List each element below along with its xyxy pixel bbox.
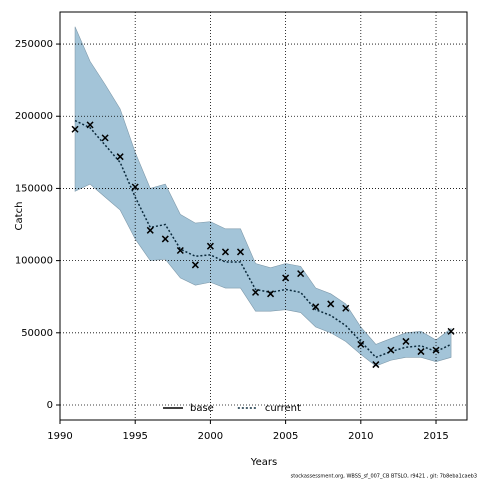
x-tick-label: 2015 bbox=[423, 431, 448, 442]
observation-marker bbox=[176, 246, 184, 255]
observation-marker bbox=[372, 361, 380, 369]
observation-marker bbox=[357, 340, 365, 348]
y-axis-label: Catch bbox=[14, 202, 25, 231]
y-tick-label: 50000 bbox=[21, 328, 53, 339]
observation-marker bbox=[146, 226, 154, 234]
y-tick-label: 250000 bbox=[15, 39, 53, 50]
observation-marker bbox=[447, 327, 455, 335]
x-tick-label: 2010 bbox=[348, 431, 373, 442]
observation-marker bbox=[191, 261, 199, 269]
x-tick-label: 1995 bbox=[122, 431, 147, 442]
x-tick-label: 2000 bbox=[198, 431, 223, 442]
footnote: stockassessment.org, WBSS_sf_007_CB BTSL… bbox=[291, 474, 477, 480]
observation-marker bbox=[236, 248, 245, 256]
observation-marker bbox=[387, 346, 395, 354]
observation-marker bbox=[206, 242, 214, 250]
observation-marker bbox=[221, 248, 229, 256]
observation-marker bbox=[71, 125, 79, 133]
y-tick-label: 150000 bbox=[15, 183, 53, 194]
confidence-band bbox=[74, 26, 452, 367]
observation-marker bbox=[86, 121, 94, 129]
x-axis-label: Years bbox=[250, 457, 277, 468]
observation-marker bbox=[116, 153, 124, 161]
x-tick-label: 2005 bbox=[273, 431, 298, 442]
observation-marker bbox=[131, 183, 139, 191]
observation-marker bbox=[402, 337, 410, 345]
observation-marker bbox=[417, 348, 425, 356]
y-tick-label: 200000 bbox=[15, 111, 53, 122]
observation-marker bbox=[101, 134, 109, 142]
observation-marker bbox=[312, 303, 320, 311]
observation-marker bbox=[251, 288, 260, 296]
legend-label: base bbox=[190, 403, 214, 414]
plot-frame bbox=[59, 11, 468, 421]
observation-marker bbox=[327, 300, 335, 308]
observation-marker bbox=[282, 274, 290, 282]
observation-marker bbox=[432, 346, 440, 354]
y-tick-label: 100000 bbox=[15, 256, 53, 267]
observation-marker bbox=[161, 235, 169, 243]
observation-marker bbox=[267, 290, 275, 298]
observation-marker bbox=[342, 304, 350, 312]
legend-label: current bbox=[265, 403, 301, 414]
observation-marker bbox=[297, 270, 305, 278]
x-tick-label: 1990 bbox=[47, 431, 72, 442]
y-tick-label: 0 bbox=[47, 400, 53, 411]
